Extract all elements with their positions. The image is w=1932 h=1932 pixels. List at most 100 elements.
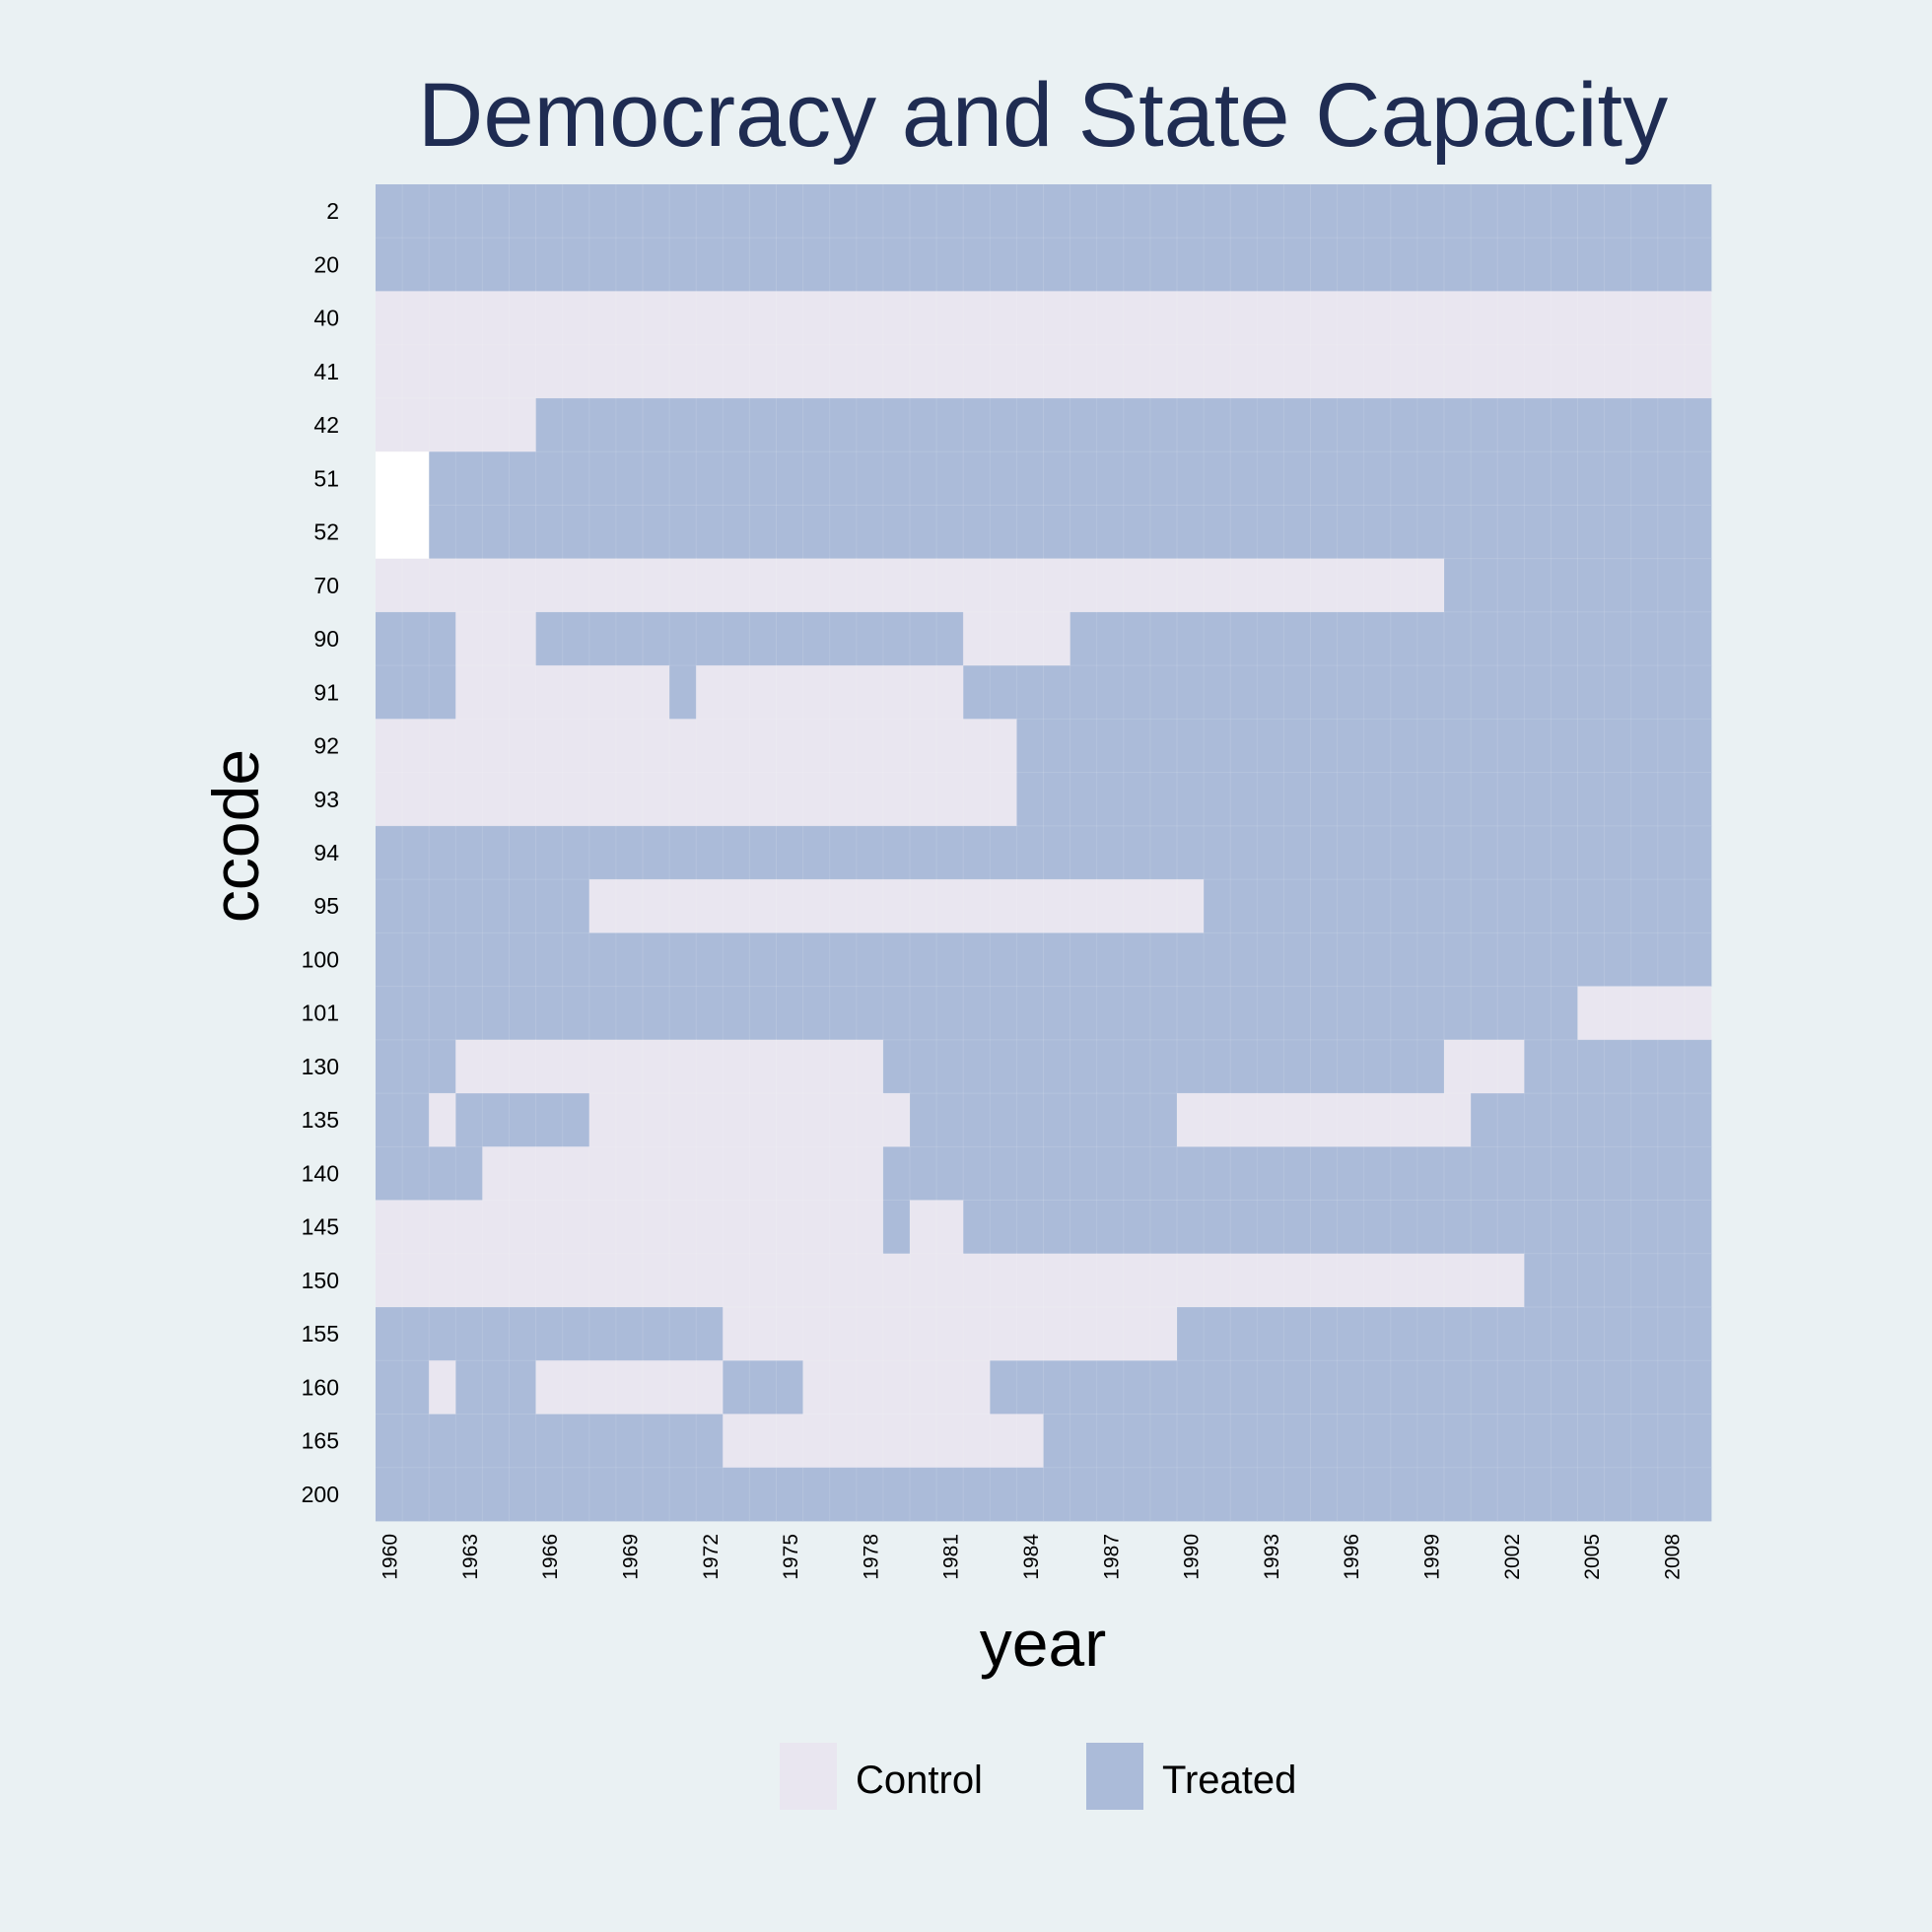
cell-92-2000-treated (1444, 719, 1472, 774)
cell-135-1963-treated (455, 1093, 483, 1147)
cell-165-1997-treated (1363, 1414, 1392, 1469)
cell-165-1975-control (776, 1414, 803, 1469)
cell-100-1979-treated (882, 932, 911, 987)
cell-52-1970-treated (643, 505, 670, 560)
cell-2-1960-treated (376, 184, 403, 239)
cell-155-1974-control (749, 1307, 777, 1361)
cell-160-1973-treated (723, 1360, 750, 1414)
cell-90-1982-control (963, 611, 991, 666)
cell-130-1976-control (802, 1039, 831, 1094)
cell-40-1981-control (936, 291, 964, 346)
cell-145-1995-treated (1310, 1200, 1338, 1255)
cell-95-1987-control (1096, 879, 1125, 933)
cell-20-1971-treated (669, 238, 697, 292)
cell-20-1966-treated (535, 238, 564, 292)
cell-101-1997-treated (1363, 986, 1392, 1041)
cell-200-1996-treated (1337, 1467, 1365, 1522)
cell-160-2006-treated (1604, 1360, 1632, 1414)
cell-41-2009-control (1684, 344, 1712, 399)
cell-51-2001-treated (1471, 451, 1498, 506)
cell-90-2005-treated (1577, 611, 1605, 666)
cell-41-1999-control (1416, 344, 1445, 399)
cell-101-1962-treated (429, 986, 456, 1041)
cell-92-1960-control (376, 719, 403, 774)
cell-41-1977-control (829, 344, 858, 399)
cell-140-1978-control (856, 1146, 884, 1201)
cell-42-1966-treated (535, 397, 564, 452)
cell-51-2006-treated (1604, 451, 1632, 506)
cell-100-1992-treated (1230, 932, 1258, 987)
cell-135-1999-control (1416, 1093, 1445, 1147)
cell-2-1996-treated (1337, 184, 1365, 239)
cell-40-1993-control (1257, 291, 1284, 346)
cell-101-1994-treated (1283, 986, 1311, 1041)
cell-140-1980-treated (910, 1146, 937, 1201)
cell-70-1979-control (882, 558, 911, 613)
cell-130-2007-treated (1630, 1039, 1659, 1094)
cell-20-1980-treated (910, 238, 937, 292)
cell-70-1988-control (1123, 558, 1151, 613)
cell-90-1971-treated (669, 611, 697, 666)
cell-130-2001-control (1471, 1039, 1498, 1094)
cell-93-1980-control (910, 772, 937, 827)
cell-93-1978-control (856, 772, 884, 827)
cell-41-1990-control (1177, 344, 1205, 399)
cell-91-1974-control (749, 665, 777, 720)
cell-145-1976-control (802, 1200, 831, 1255)
cell-200-1961-treated (402, 1467, 430, 1522)
cell-165-2003-treated (1524, 1414, 1552, 1469)
cell-150-1985-control (1043, 1253, 1070, 1308)
cell-90-2009-treated (1684, 611, 1712, 666)
cell-95-1979-control (882, 879, 911, 933)
cell-150-2004-treated (1551, 1253, 1578, 1308)
cell-92-2003-treated (1524, 719, 1552, 774)
cell-135-1967-treated (562, 1093, 590, 1147)
cell-100-1987-treated (1096, 932, 1125, 987)
cell-40-1967-control (562, 291, 590, 346)
cell-100-1997-treated (1363, 932, 1392, 987)
cell-155-2004-treated (1551, 1307, 1578, 1361)
cell-200-1994-treated (1283, 1467, 1311, 1522)
cell-200-1978-treated (856, 1467, 884, 1522)
cell-135-1991-control (1204, 1093, 1231, 1147)
cell-51-1970-treated (643, 451, 670, 506)
cell-90-2000-treated (1444, 611, 1472, 666)
cell-42-1996-treated (1337, 397, 1365, 452)
cell-20-1998-treated (1390, 238, 1418, 292)
cell-130-1977-control (829, 1039, 858, 1094)
cell-51-2008-treated (1657, 451, 1686, 506)
cell-100-1988-treated (1123, 932, 1151, 987)
cell-155-2005-treated (1577, 1307, 1605, 1361)
cell-135-1969-control (615, 1093, 644, 1147)
cell-101-1960-treated (376, 986, 403, 1041)
cell-70-1990-control (1177, 558, 1205, 613)
cell-41-1964-control (482, 344, 510, 399)
cell-41-1975-control (776, 344, 803, 399)
cell-165-2004-treated (1551, 1414, 1578, 1469)
cell-95-1981-control (936, 879, 964, 933)
cell-155-2008-treated (1657, 1307, 1686, 1361)
cell-165-1979-control (882, 1414, 911, 1469)
cell-70-2003-treated (1524, 558, 1552, 613)
cell-92-1986-treated (1070, 719, 1098, 774)
cell-70-1986-control (1070, 558, 1098, 613)
cell-52-1980-treated (910, 505, 937, 560)
cell-140-1990-treated (1177, 1146, 1205, 1201)
cell-200-1970-treated (643, 1467, 670, 1522)
cell-70-1974-control (749, 558, 777, 613)
cell-51-1962-treated (429, 451, 456, 506)
cell-94-2005-treated (1577, 825, 1605, 880)
cell-100-1962-treated (429, 932, 456, 987)
cell-42-1986-treated (1070, 397, 1098, 452)
cell-2-1988-treated (1123, 184, 1151, 239)
cell-100-1964-treated (482, 932, 510, 987)
cell-51-2004-treated (1551, 451, 1578, 506)
cell-90-1983-control (990, 611, 1017, 666)
cell-90-1978-treated (856, 611, 884, 666)
cell-150-2001-control (1471, 1253, 1498, 1308)
cell-145-1987-treated (1096, 1200, 1125, 1255)
cell-51-1992-treated (1230, 451, 1258, 506)
cell-91-1979-control (882, 665, 911, 720)
cell-51-1977-treated (829, 451, 858, 506)
cell-200-1975-treated (776, 1467, 803, 1522)
